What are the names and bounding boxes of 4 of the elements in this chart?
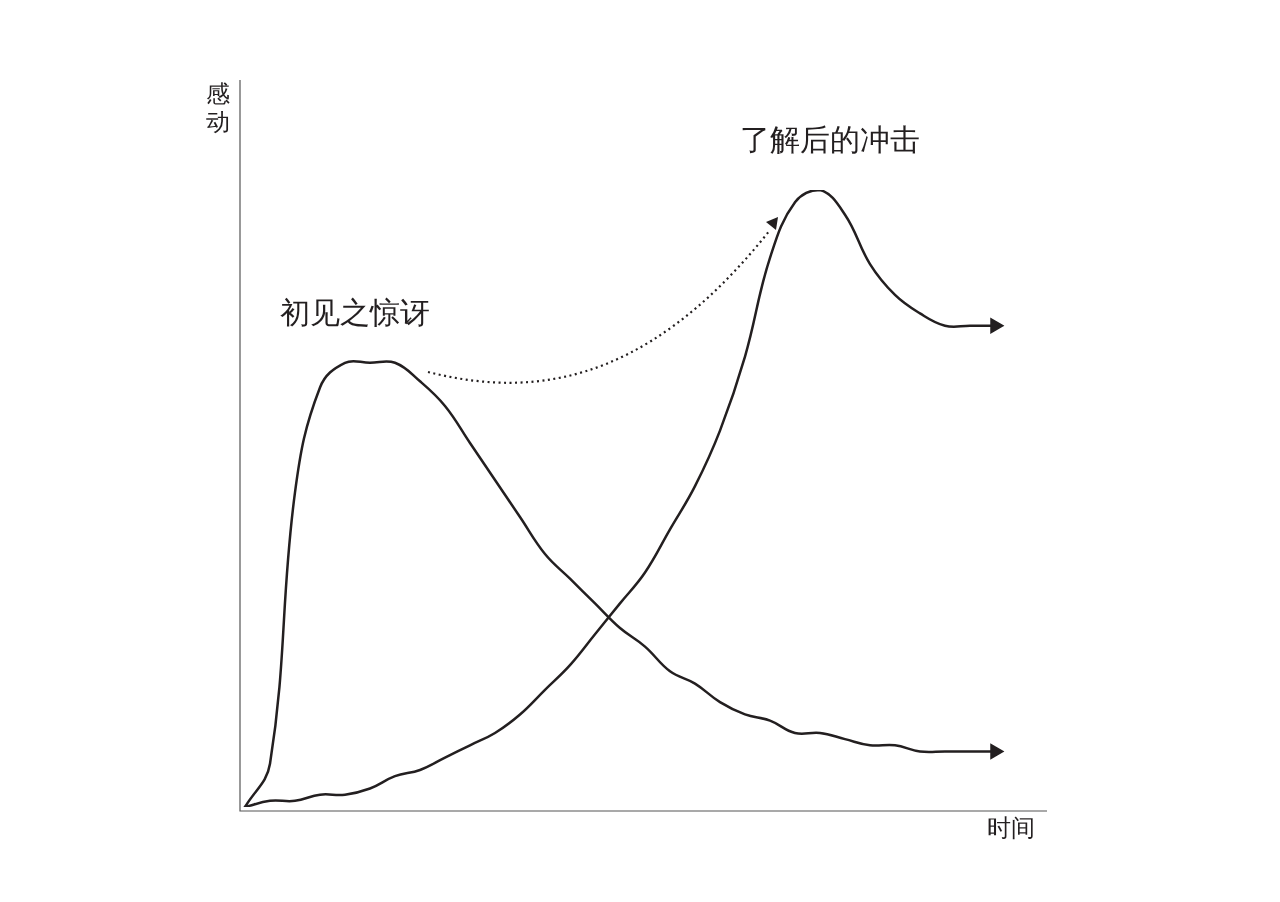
text: 了解后的冲击 (740, 121, 920, 159)
x-axis-title: 时间 (987, 813, 1035, 844)
annotation: 初见之惊讶 (280, 293, 430, 332)
y-axis-title: 感动 (206, 80, 230, 136)
